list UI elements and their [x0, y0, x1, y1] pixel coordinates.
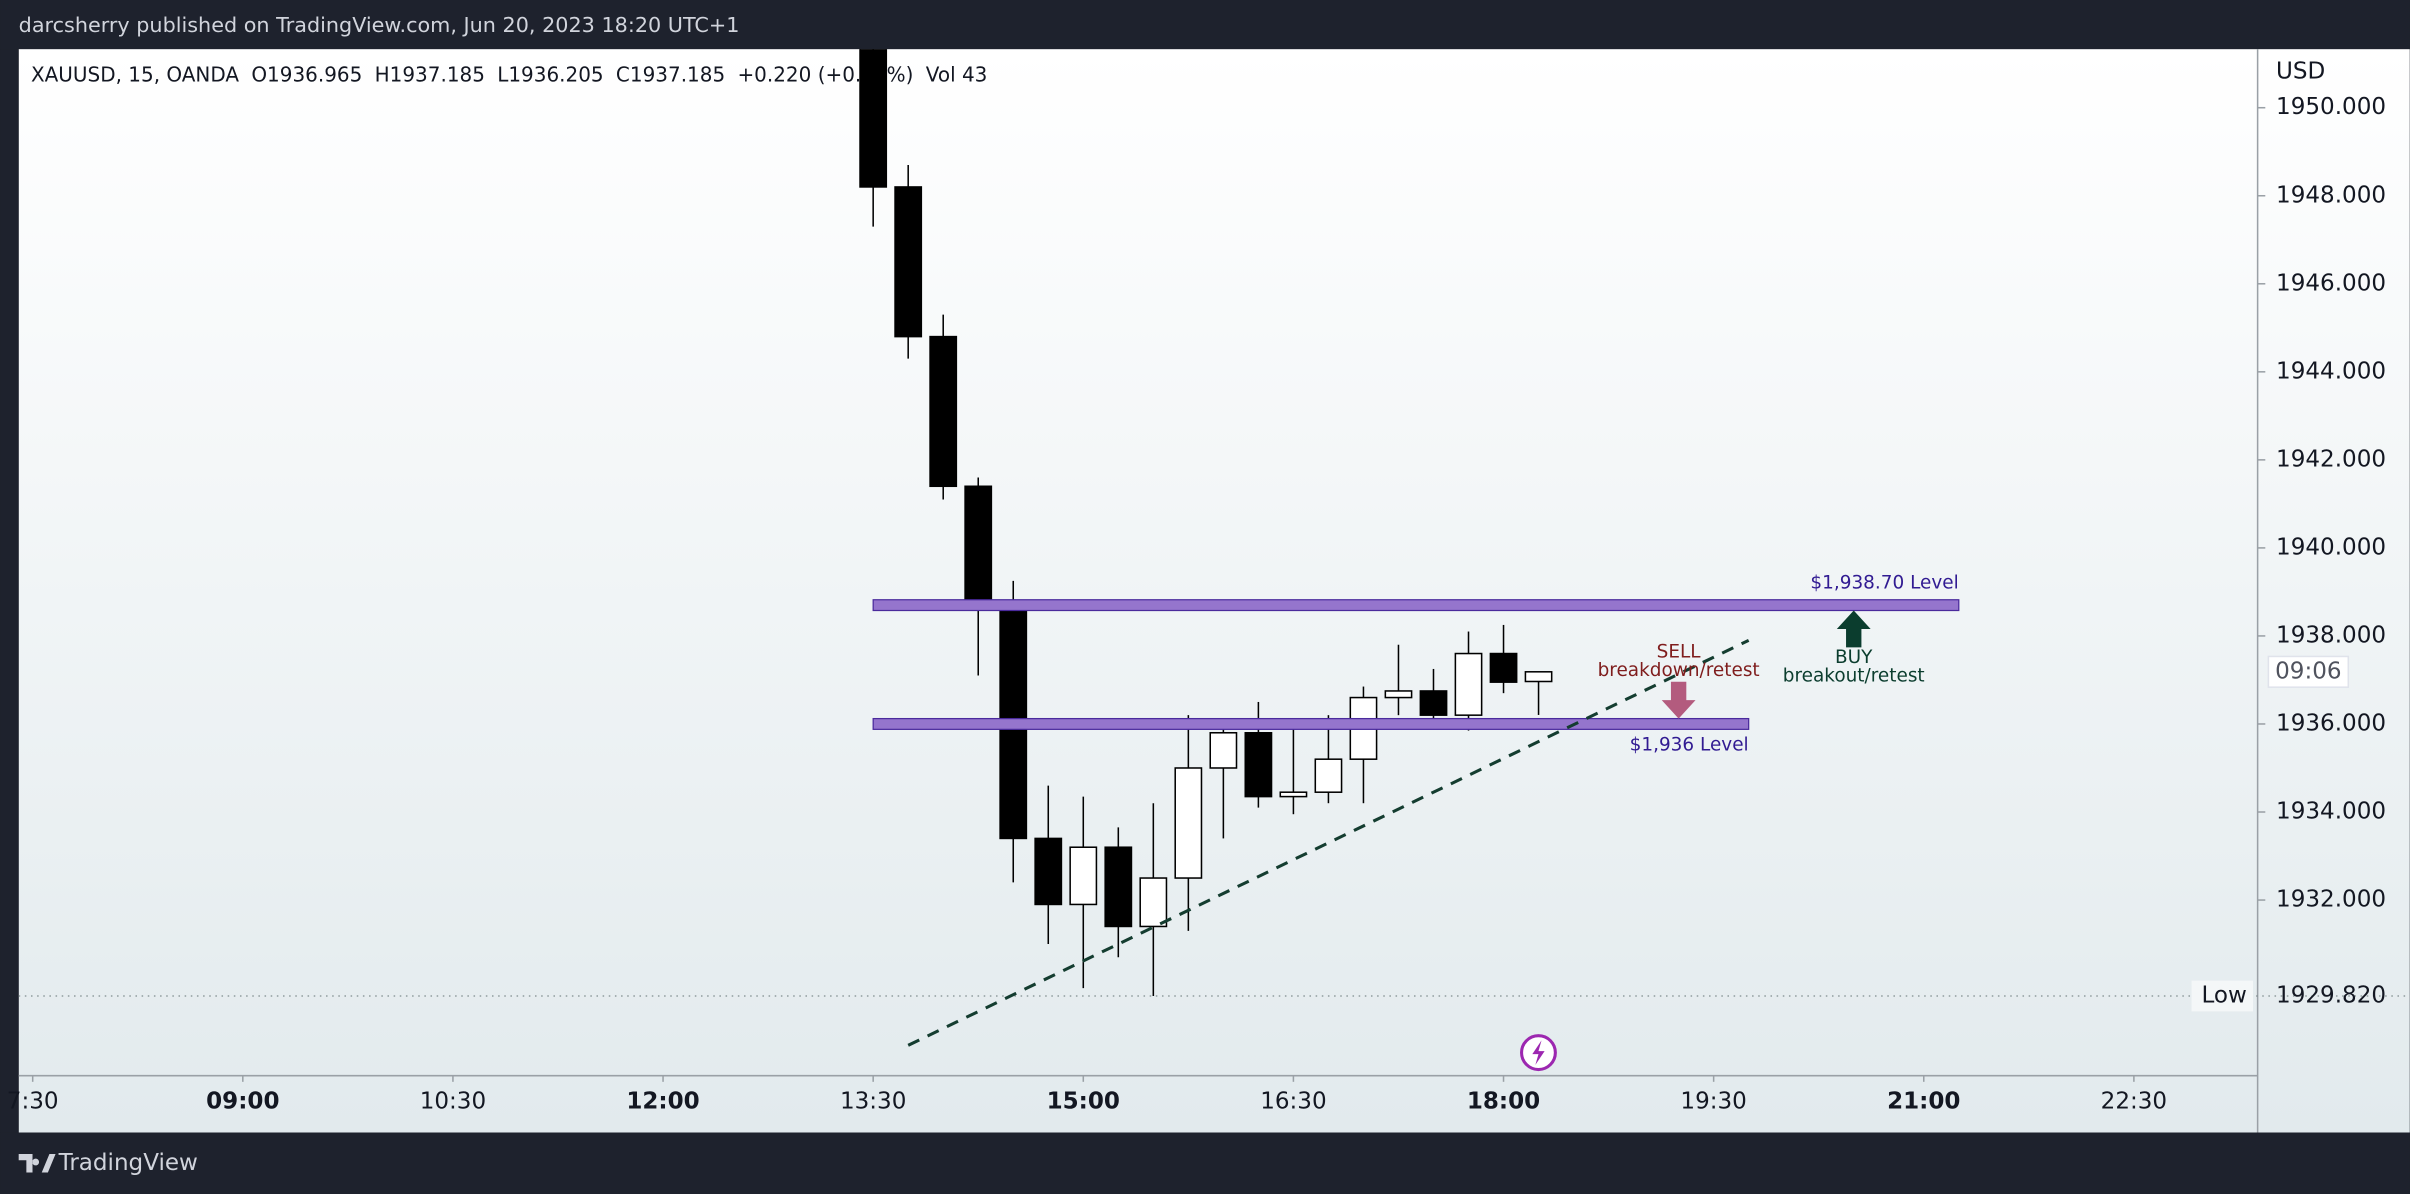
x-tick-label: 13:30 — [840, 1088, 906, 1114]
candle-body — [894, 186, 923, 338]
x-tick-label: 12:00 — [626, 1088, 699, 1114]
y-tick-label: 1942.000 — [2276, 446, 2386, 472]
low-value: 1929.820 — [2276, 983, 2386, 1009]
signal-note: breakout/retest — [1783, 666, 1925, 687]
level-zone — [872, 717, 1750, 730]
y-tick-label: 1934.000 — [2276, 799, 2386, 825]
legend-item: O1936.965 — [251, 62, 362, 86]
low-label-box — [2191, 980, 2254, 1012]
x-tick-label: 22:30 — [2101, 1088, 2167, 1114]
x-tick-label: 16:30 — [1260, 1088, 1326, 1114]
candle-body — [1454, 652, 1483, 716]
legend-item: XAUUSD, 15, OANDA — [31, 62, 239, 86]
legend-item: Vol 43 — [926, 62, 988, 86]
x-tick-label: 21:00 — [1887, 1088, 1960, 1114]
signal-label: SELL — [1657, 642, 1702, 663]
y-tick-label: 1946.000 — [2276, 270, 2386, 296]
y-tick-label: 1932.000 — [2276, 887, 2386, 913]
level-label: $1,936 Level — [1630, 734, 1749, 755]
candle-body — [929, 335, 958, 488]
publish-info: darcsherry published on TradingView.com,… — [19, 13, 740, 37]
bottom-bar — [0, 1132, 2410, 1194]
y-tick-label: 1944.000 — [2276, 358, 2386, 384]
low-label: Low — [2201, 983, 2246, 1009]
y-tick-label: 1940.000 — [2276, 534, 2386, 560]
candle-body — [1524, 671, 1553, 683]
signal-note: breakdown/retest — [1598, 660, 1760, 681]
x-tick-label: 18:00 — [1467, 1088, 1540, 1114]
candle-body — [1279, 791, 1308, 798]
y-tick-label: 1938.000 — [2276, 622, 2386, 648]
candle-body — [1139, 877, 1168, 928]
level-zone — [872, 599, 1960, 612]
x-tick-label: 19:30 — [1680, 1088, 1746, 1114]
candle-body — [964, 485, 993, 609]
x-tick-label: 15:00 — [1047, 1088, 1120, 1114]
candle-body — [1419, 690, 1448, 716]
top-bar — [0, 0, 2410, 50]
signal-label: BUY — [1835, 647, 1873, 668]
x-tick-label: 10:30 — [420, 1088, 486, 1114]
candle-body — [1034, 837, 1063, 906]
level-label: $1,938.70 Level — [1810, 573, 1958, 594]
brand: TradingView — [58, 1150, 198, 1176]
legend-item: H1937.185 — [375, 62, 485, 86]
candle-body — [1244, 732, 1273, 798]
candle-body — [1489, 652, 1518, 683]
tradingview-logo — [18, 1154, 56, 1173]
signal-arrow — [1661, 681, 1696, 719]
price-axis-unit: USD — [2276, 59, 2325, 85]
candle-body — [1069, 846, 1098, 906]
signal-arrow — [1836, 610, 1871, 648]
y-tick-label: 1936.000 — [2276, 710, 2386, 736]
left-frame — [0, 49, 19, 1133]
candle-body — [1384, 690, 1413, 699]
candle-body — [859, 49, 888, 188]
candle-body — [1314, 758, 1343, 793]
x-tick-label: 7:30 — [7, 1088, 59, 1114]
alert-icon — [1520, 1034, 1557, 1072]
y-tick-label: 1950.000 — [2276, 94, 2386, 120]
countdown: 09:06 — [2275, 658, 2341, 684]
legend-item: L1936.205 — [497, 62, 603, 86]
plot-background — [18, 49, 2410, 1133]
x-tick-label: 09:00 — [206, 1088, 279, 1114]
y-tick-label: 1948.000 — [2276, 182, 2386, 208]
countdown-box — [2267, 655, 2350, 688]
trendline — [907, 638, 1750, 1047]
candle-body — [1174, 767, 1203, 879]
symbol-legend: XAUUSD, 15, OANDA O1936.965 H1937.185 L1936… — [31, 62, 987, 86]
legend-item: C1937.185 — [616, 62, 725, 86]
candle-body — [1209, 732, 1238, 769]
candle-body — [1104, 846, 1133, 928]
